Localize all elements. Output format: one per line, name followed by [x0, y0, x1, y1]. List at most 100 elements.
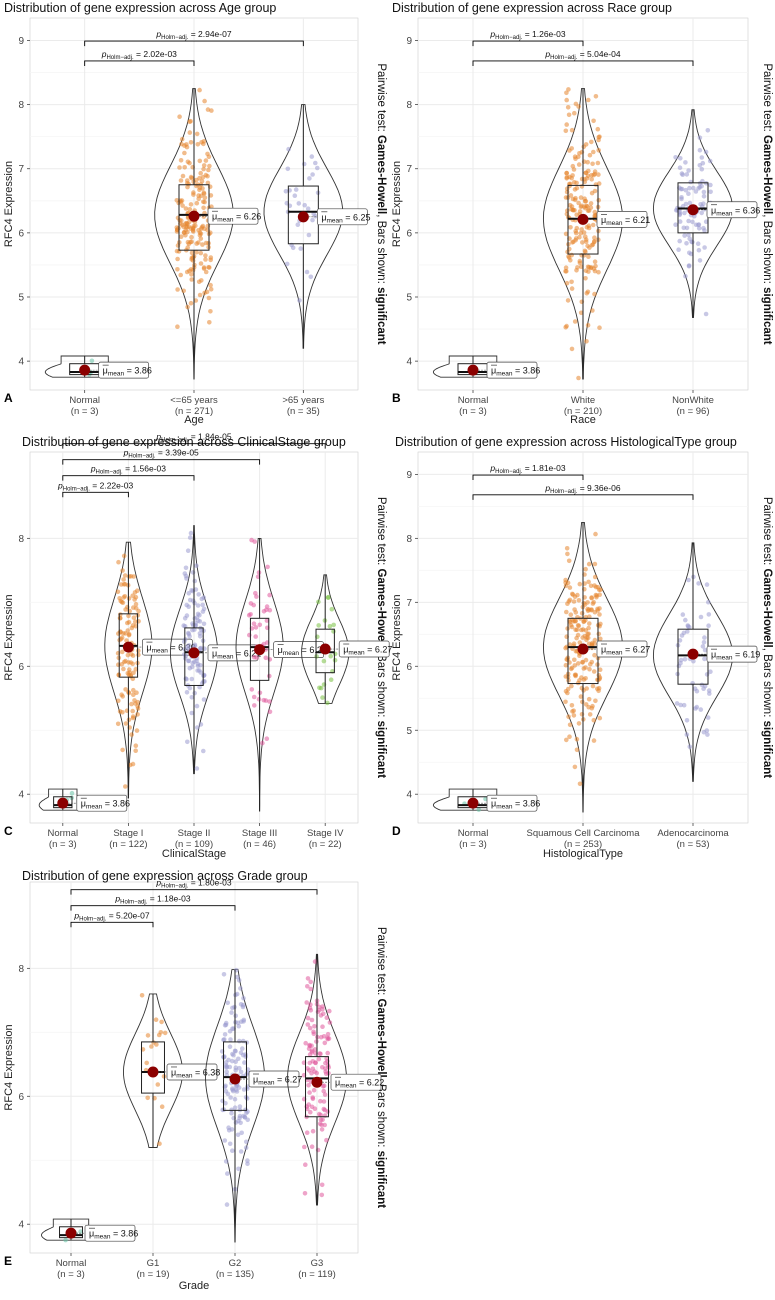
panel-c-xtick-count: (n = 109)	[175, 839, 213, 850]
panel-e-point	[319, 1182, 325, 1188]
panel-e-mean-label-box	[248, 1070, 300, 1088]
panel-b-ytick-label: 5	[406, 293, 412, 304]
panel-d-point	[586, 561, 592, 567]
panel-c-comparison: pHolm−adj. = 3.39e-05	[62, 448, 261, 465]
panel-c-point	[183, 653, 188, 659]
mean-equals: =	[299, 645, 309, 655]
panel-c-point	[201, 673, 207, 678]
panel-a-point	[301, 161, 307, 167]
panel-a-point	[206, 295, 212, 301]
panel-e-group: G2(n = 135) μmean = 6.27	[205, 967, 302, 1280]
panel-e-point	[244, 1139, 249, 1145]
panel-d-mean-dot	[687, 648, 699, 660]
panel-d-point	[568, 612, 574, 617]
panel-c-point	[264, 604, 270, 609]
panel-c-box	[184, 627, 204, 686]
panel-e-mean-label: μmean = 6.38	[171, 1067, 220, 1079]
panel-e-group: G1(n = 19) μmean = 6.38	[123, 993, 220, 1280]
panel-c-point	[248, 612, 253, 617]
panel-e-point	[239, 1130, 244, 1136]
panel-e-point	[241, 1087, 247, 1092]
panel-d-point	[680, 612, 686, 617]
panel-d-point	[686, 577, 691, 583]
mean-symbol: μ	[601, 645, 606, 655]
panel-e-mean-dot	[147, 1066, 159, 1078]
panel-c-point	[133, 743, 139, 748]
panel-c-point	[185, 548, 191, 553]
panel-c-point	[252, 703, 257, 708]
panel-d-bracket	[472, 474, 584, 481]
panel-d-point	[574, 736, 580, 742]
panel-c-title: Distribution of gene expression across C…	[22, 435, 346, 449]
panel-a-pvalue-label: pHolm−adj. = 2.02e-03	[101, 49, 177, 61]
mean-value: 3.86	[134, 366, 152, 376]
panel-b-point	[701, 225, 706, 231]
panel-e-xtick-label: G2	[229, 1258, 242, 1269]
panel-e-ytick-label: 6	[18, 1092, 24, 1103]
panel-d-point	[564, 609, 569, 615]
panel-e-pvalue-label: pHolm−adj. = 5.20e-07	[73, 910, 149, 922]
panel-b-point	[705, 128, 711, 133]
panel-b-point	[682, 210, 687, 216]
panel-d-point	[574, 635, 579, 641]
panel-d-point	[579, 685, 585, 691]
panel-c-pvalue-label: pHolm−adj. = 2.22e-03	[57, 480, 133, 492]
mean-value: 6.21	[244, 648, 262, 658]
panel-a-point	[178, 158, 184, 163]
panel-c-bracket	[62, 491, 129, 498]
panel-a-point	[195, 142, 201, 147]
caption-label: Pairwise test:	[375, 927, 387, 999]
panel-e-point	[310, 1128, 316, 1134]
panel-c-point	[126, 717, 132, 723]
panel-d-point	[476, 807, 482, 812]
panel-c-point	[127, 762, 133, 768]
panel-d-point	[700, 644, 706, 649]
mean-sub: mean	[327, 217, 344, 224]
panel-c-point	[129, 701, 134, 707]
panel-e-point	[243, 1054, 248, 1059]
panel-e-ylabel: RFC4 Expression	[3, 1024, 15, 1110]
panel-d-mean-dot	[577, 643, 589, 655]
panel-a-point	[201, 163, 207, 168]
panel-d-point	[566, 558, 572, 564]
panel-c-point	[329, 606, 335, 612]
panel-d-point	[585, 635, 591, 641]
panel-e-point	[307, 1090, 312, 1095]
panel-b-bracket	[472, 60, 694, 66]
panel-a-point	[196, 240, 201, 245]
mean-symbol: μ	[212, 212, 217, 222]
mean-symbol: μ	[321, 212, 326, 222]
panel-b-point	[683, 187, 689, 193]
mean-symbol: μ	[343, 645, 348, 655]
panel-c-point	[197, 612, 202, 618]
panel-e-point	[78, 1229, 83, 1234]
panel-e-point	[320, 1006, 325, 1012]
panel-c-point	[193, 587, 199, 592]
panel-a-point	[196, 196, 201, 202]
panel-c-point	[122, 659, 127, 665]
panel-a-point	[283, 189, 289, 194]
panel-c-point	[251, 654, 257, 660]
panel-b-violin	[542, 88, 624, 380]
p-symbol: p	[489, 463, 495, 473]
panel-d-point	[576, 598, 582, 603]
panel-c-point	[193, 620, 199, 626]
panel-e-box	[141, 1041, 165, 1094]
mean-symbol: μ	[146, 643, 151, 653]
panel-b-point	[679, 195, 684, 200]
panel-c-point	[189, 676, 195, 682]
panel-a-point	[177, 114, 182, 119]
panel-e-pvalue-label: pHolm−adj. = 1.80e-03	[155, 878, 231, 890]
panel-e-point	[320, 1024, 325, 1029]
panel-b-point	[597, 325, 602, 331]
panel-d-point	[598, 587, 603, 592]
caption-mid: , Bars shown:	[761, 214, 773, 287]
panel-b-point	[570, 163, 576, 169]
mean-value: 6.26	[244, 212, 262, 222]
panel-c: 4 6 8 Distribution of gene expression acros…	[3, 432, 392, 860]
mean-symbol: μ	[711, 205, 716, 215]
panel-b-point	[684, 172, 690, 177]
panel-b-ytick-label: 9	[406, 36, 412, 47]
mean-equals: =	[110, 1229, 120, 1239]
mean-symbol: μ	[253, 1075, 258, 1085]
